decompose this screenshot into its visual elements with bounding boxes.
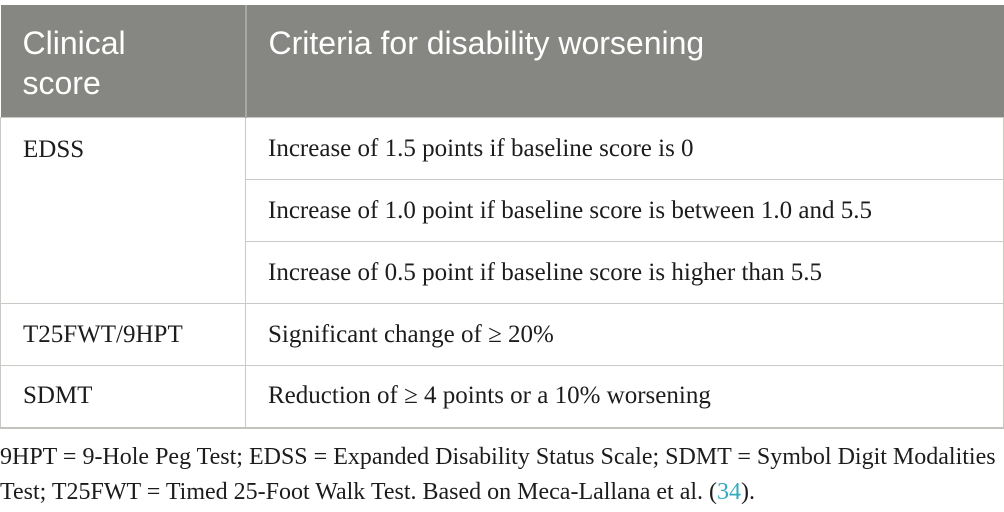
citation-reference-link[interactable]: 34 bbox=[717, 478, 742, 505]
cell-criteria-t25fwt-9hpt: Significant change of ≥ 20% bbox=[245, 303, 1004, 366]
footnote-closing-text: ). bbox=[741, 478, 756, 505]
cell-criteria-edss-3: Increase of 0.5 point if baseline score … bbox=[245, 241, 1004, 304]
table-row: Increase of 1.0 point if baseline score … bbox=[1, 179, 1004, 242]
table-header-row: Clinical score Criteria for disability w… bbox=[0, 5, 1004, 118]
cell-criteria-edss-1: Increase of 1.5 points if baseline score… bbox=[245, 117, 1004, 180]
cell-score-t25fwt-9hpt: T25FWT/9HPT bbox=[0, 303, 246, 366]
table-row: T25FWT/9HPT Significant change of ≥ 20% bbox=[0, 303, 1004, 366]
cell-score-sdmt: SDMT bbox=[0, 365, 246, 428]
cell-criteria-edss-2: Increase of 1.0 point if baseline score … bbox=[245, 179, 1004, 242]
table-footnote: 9HPT = 9-Hole Peg Test; EDSS = Expanded … bbox=[0, 440, 1004, 510]
cell-criteria-sdmt: Reduction of ≥ 4 points or a 10% worseni… bbox=[245, 365, 1004, 428]
column-header-criteria: Criteria for disability worsening bbox=[244, 5, 1004, 118]
cell-score-edss: EDSS bbox=[0, 117, 246, 304]
table-row: EDSS Increase of 1.5 points if baseline … bbox=[0, 117, 1004, 304]
footnote-abbreviations-text: 9HPT = 9-Hole Peg Test; EDSS = Expanded … bbox=[0, 443, 996, 505]
disability-worsening-table: Clinical score Criteria for disability w… bbox=[0, 5, 1004, 429]
table-row: SDMT Reduction of ≥ 4 points or a 10% wo… bbox=[0, 365, 1004, 428]
column-header-clinical-score: Clinical score bbox=[0, 5, 246, 118]
table-row: Increase of 0.5 point if baseline score … bbox=[1, 241, 1004, 304]
